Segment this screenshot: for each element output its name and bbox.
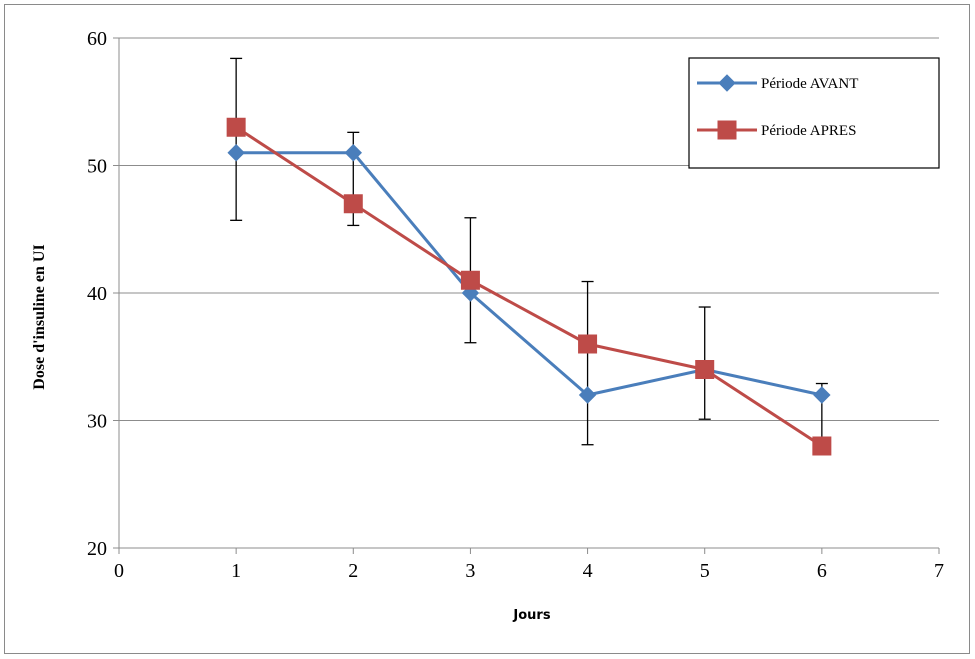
series-line	[235, 125, 823, 448]
legend-box	[688, 57, 940, 169]
y-tick-label: 40	[87, 283, 107, 305]
legend-swatch-marker	[718, 74, 736, 92]
y-tick-label: 20	[87, 538, 107, 560]
gridlines	[119, 37, 939, 421]
y-axis-label: Dose d'insuline en UI	[31, 244, 48, 389]
axes	[113, 37, 940, 554]
x-tick-label: 5	[700, 560, 710, 582]
x-tick-label: 3	[465, 560, 475, 582]
data-point	[578, 386, 597, 404]
x-tick-label: 6	[817, 560, 827, 582]
data-point	[578, 334, 598, 354]
x-tick-label: 7	[934, 560, 944, 582]
x-tick-label: 1	[231, 560, 241, 582]
tick-labels: 20 30 40 50 60 0 1 2 3 4 5 6 7	[87, 28, 944, 582]
x-tick-label: 4	[583, 560, 593, 582]
y-tick-label: 30	[87, 411, 107, 433]
x-axis-label: Jours	[512, 608, 550, 623]
legend-entry: Période APRES	[761, 123, 856, 139]
series-2	[226, 117, 832, 456]
series-1	[227, 144, 831, 404]
x-tick-label: 0	[114, 560, 124, 582]
data-point	[812, 436, 832, 456]
line-chart: 20 30 40 50 60 0 1 2 3 4 5 6 7 Dose d'insuline en UI…	[31, 28, 944, 623]
data-point	[813, 386, 831, 404]
y-tick-label: 50	[87, 156, 107, 178]
data-point	[695, 360, 715, 379]
data-point	[343, 194, 363, 214]
y-tick-label: 60	[87, 28, 107, 50]
chart-area: 20 30 40 50 60 0 1 2 3 4 5 6 7 Dose d'insuline en UI…	[4, 4, 970, 654]
data-point	[227, 144, 245, 162]
x-tick-label: 2	[348, 560, 358, 582]
data-point	[344, 144, 362, 162]
legend-swatch-marker	[717, 120, 737, 140]
legend: Période AVANT Période APRES	[688, 57, 940, 169]
series-line	[236, 151, 823, 397]
series-group	[226, 117, 832, 456]
data-point	[460, 270, 480, 290]
legend-entry: Période AVANT	[761, 76, 858, 92]
data-point	[226, 117, 246, 137]
